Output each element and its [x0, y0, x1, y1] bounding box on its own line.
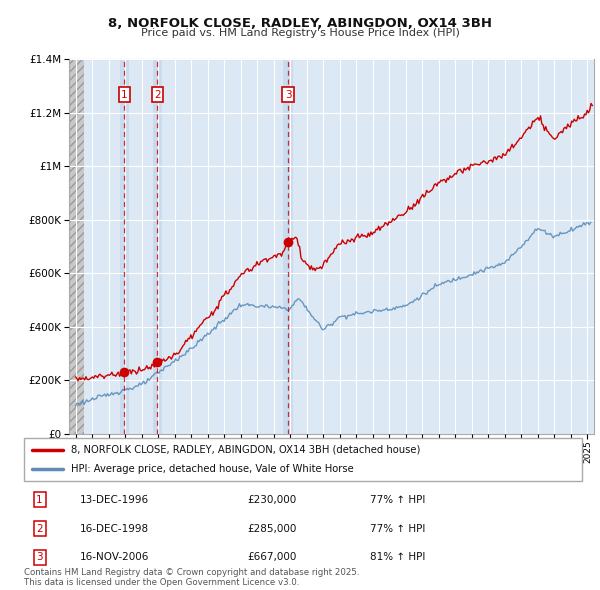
Text: 3: 3	[285, 90, 292, 100]
Text: Contains HM Land Registry data © Crown copyright and database right 2025.
This d: Contains HM Land Registry data © Crown c…	[24, 568, 359, 587]
Text: Price paid vs. HM Land Registry's House Price Index (HPI): Price paid vs. HM Land Registry's House …	[140, 28, 460, 38]
Text: £667,000: £667,000	[247, 552, 296, 562]
Text: 2: 2	[37, 524, 43, 533]
FancyBboxPatch shape	[24, 438, 582, 481]
Text: £285,000: £285,000	[247, 524, 296, 533]
Text: 1: 1	[121, 90, 128, 100]
Text: 1: 1	[37, 495, 43, 505]
Bar	[119, 59, 130, 434]
Text: 13-DEC-1996: 13-DEC-1996	[80, 495, 149, 505]
Text: 16-DEC-1998: 16-DEC-1998	[80, 524, 149, 533]
Text: 77% ↑ HPI: 77% ↑ HPI	[370, 495, 425, 505]
Text: 3: 3	[37, 552, 43, 562]
Bar	[152, 59, 163, 434]
Text: 16-NOV-2006: 16-NOV-2006	[80, 552, 149, 562]
Text: 2: 2	[154, 90, 161, 100]
Text: HPI: Average price, detached house, Vale of White Horse: HPI: Average price, detached house, Vale…	[71, 464, 354, 474]
Text: £230,000: £230,000	[247, 495, 296, 505]
Text: 77% ↑ HPI: 77% ↑ HPI	[370, 524, 425, 533]
Text: 8, NORFOLK CLOSE, RADLEY, ABINGDON, OX14 3BH: 8, NORFOLK CLOSE, RADLEY, ABINGDON, OX14…	[108, 17, 492, 30]
Text: 8, NORFOLK CLOSE, RADLEY, ABINGDON, OX14 3BH (detached house): 8, NORFOLK CLOSE, RADLEY, ABINGDON, OX14…	[71, 445, 421, 455]
Text: 81% ↑ HPI: 81% ↑ HPI	[370, 552, 425, 562]
Bar	[69, 59, 84, 434]
Bar	[283, 59, 293, 434]
